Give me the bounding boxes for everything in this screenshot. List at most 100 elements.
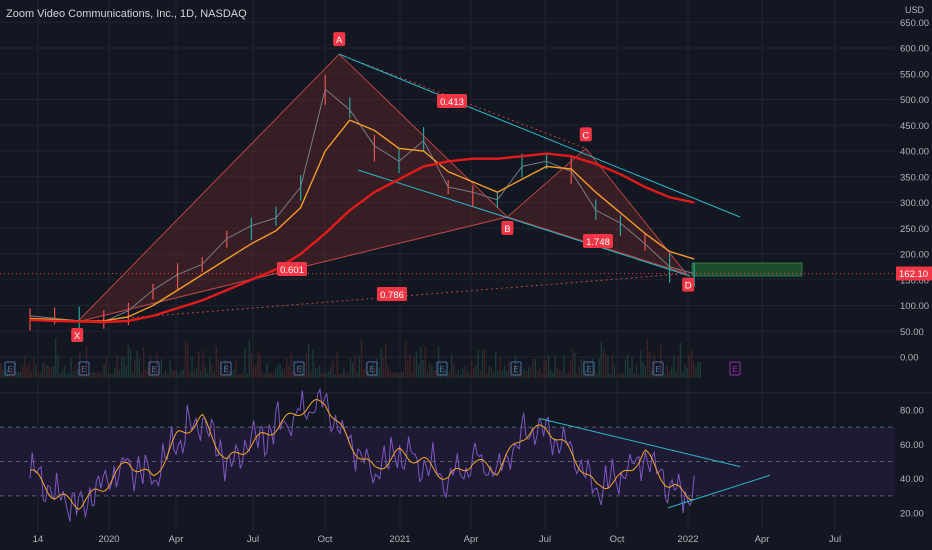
volume-bar — [512, 370, 514, 378]
volume-bar — [149, 354, 151, 378]
point-badge — [579, 127, 592, 142]
volume-bar — [448, 372, 451, 378]
volume-bar — [635, 364, 638, 378]
volume-bar — [169, 360, 171, 378]
volume-bar — [222, 373, 224, 378]
volume-bar — [30, 371, 33, 378]
volume-bar — [79, 351, 81, 378]
earnings-icon — [148, 361, 160, 376]
volume-bar — [407, 361, 409, 378]
price-tick: 550.00 — [900, 69, 929, 80]
volume-bar — [242, 372, 244, 378]
volume-bar — [642, 361, 644, 378]
volume-bar — [554, 354, 556, 378]
ratio-label-xd: 0.786 — [380, 290, 404, 301]
volume-bar — [121, 355, 123, 378]
time-tick: 2022 — [677, 534, 698, 545]
volume-bar — [378, 367, 380, 378]
volume-bar — [543, 357, 545, 378]
volume-bar — [605, 353, 607, 378]
time-tick: 2021 — [389, 534, 410, 545]
volume-bar — [699, 361, 701, 378]
point-label-C: C — [582, 130, 589, 141]
volume-bar — [55, 338, 57, 378]
volume-bar — [105, 355, 107, 378]
volume-bar — [66, 373, 68, 378]
volume-bar — [651, 370, 653, 378]
volume-bar — [187, 343, 189, 378]
volume-bar — [473, 367, 475, 378]
volume-bar — [686, 368, 688, 378]
rsi-tick: 20.00 — [900, 509, 924, 520]
volume-bar — [237, 373, 239, 378]
volume-bar — [574, 353, 576, 378]
volume-bar — [22, 366, 24, 378]
rsi-pane — [0, 387, 895, 522]
volume-bar — [244, 348, 246, 378]
time-tick: Apr — [755, 534, 770, 545]
earnings-label: E — [586, 365, 591, 374]
volume-bar — [369, 373, 371, 378]
volume-bar — [673, 355, 675, 378]
volume-bar — [167, 373, 169, 378]
volume-bar — [356, 372, 358, 378]
volume-bar — [602, 349, 605, 378]
volume-bar — [424, 346, 426, 378]
volume-bar — [327, 371, 330, 378]
volume-bar — [451, 354, 453, 378]
volume-bar — [495, 352, 497, 378]
volume-bar — [206, 372, 209, 378]
volume-bar — [580, 359, 583, 378]
volume-bar — [6, 369, 8, 378]
last-price-tag[interactable]: 162.10 — [896, 266, 932, 281]
volume-bar — [270, 373, 272, 378]
volume-bar — [281, 369, 283, 378]
series-line-1 — [29, 119, 695, 322]
volume-bar — [215, 346, 217, 378]
volume-bar — [268, 372, 270, 378]
volume-bar — [607, 356, 609, 378]
price-axis: 650.00 600.00 550.00 500.00 450.00 400.00 350.… — [900, 18, 929, 364]
volume-bar — [508, 360, 510, 378]
earnings-label: E — [7, 365, 12, 374]
volume-bar — [52, 365, 55, 378]
volume-bar — [675, 371, 677, 378]
volume-bar — [11, 367, 13, 378]
volume-bar — [299, 364, 301, 378]
volume-bar — [57, 354, 59, 378]
volume-bar — [646, 338, 649, 378]
volume-bar — [457, 369, 459, 378]
price-tick: 250.00 — [900, 224, 929, 235]
volume-bar — [371, 363, 374, 378]
volume-bar — [415, 351, 418, 378]
time-tick: Jul — [247, 534, 259, 545]
volume-bar — [255, 364, 257, 378]
price-tick: 450.00 — [900, 121, 929, 132]
earnings-label: E — [223, 365, 228, 374]
earnings-icon — [510, 361, 522, 376]
volume-bar — [110, 373, 112, 378]
volume-bar — [506, 370, 508, 378]
volume-bar — [140, 373, 143, 378]
volume-bar — [479, 371, 481, 378]
volume-bar — [323, 372, 325, 378]
volume-bar — [156, 352, 158, 378]
volume-bar — [591, 359, 594, 378]
volume-bar — [616, 373, 618, 378]
volume-bar — [534, 359, 536, 378]
earnings-icon — [366, 361, 378, 376]
point-badge — [501, 220, 514, 235]
volume-bar — [63, 366, 66, 378]
volume-bar — [620, 373, 622, 378]
volume-bar — [316, 368, 319, 378]
volume-bar — [684, 364, 686, 378]
volume-bar — [136, 350, 138, 378]
time-tick: Jul — [539, 534, 551, 545]
volume-bar — [286, 358, 288, 378]
volume-bar — [74, 364, 77, 378]
rsi-axis: 80.00 60.00 40.00 20.00 — [900, 406, 924, 520]
ratio-badge — [377, 287, 407, 301]
volume-bar — [470, 359, 473, 378]
volume-bar — [81, 368, 83, 378]
volume-bar — [235, 361, 237, 378]
